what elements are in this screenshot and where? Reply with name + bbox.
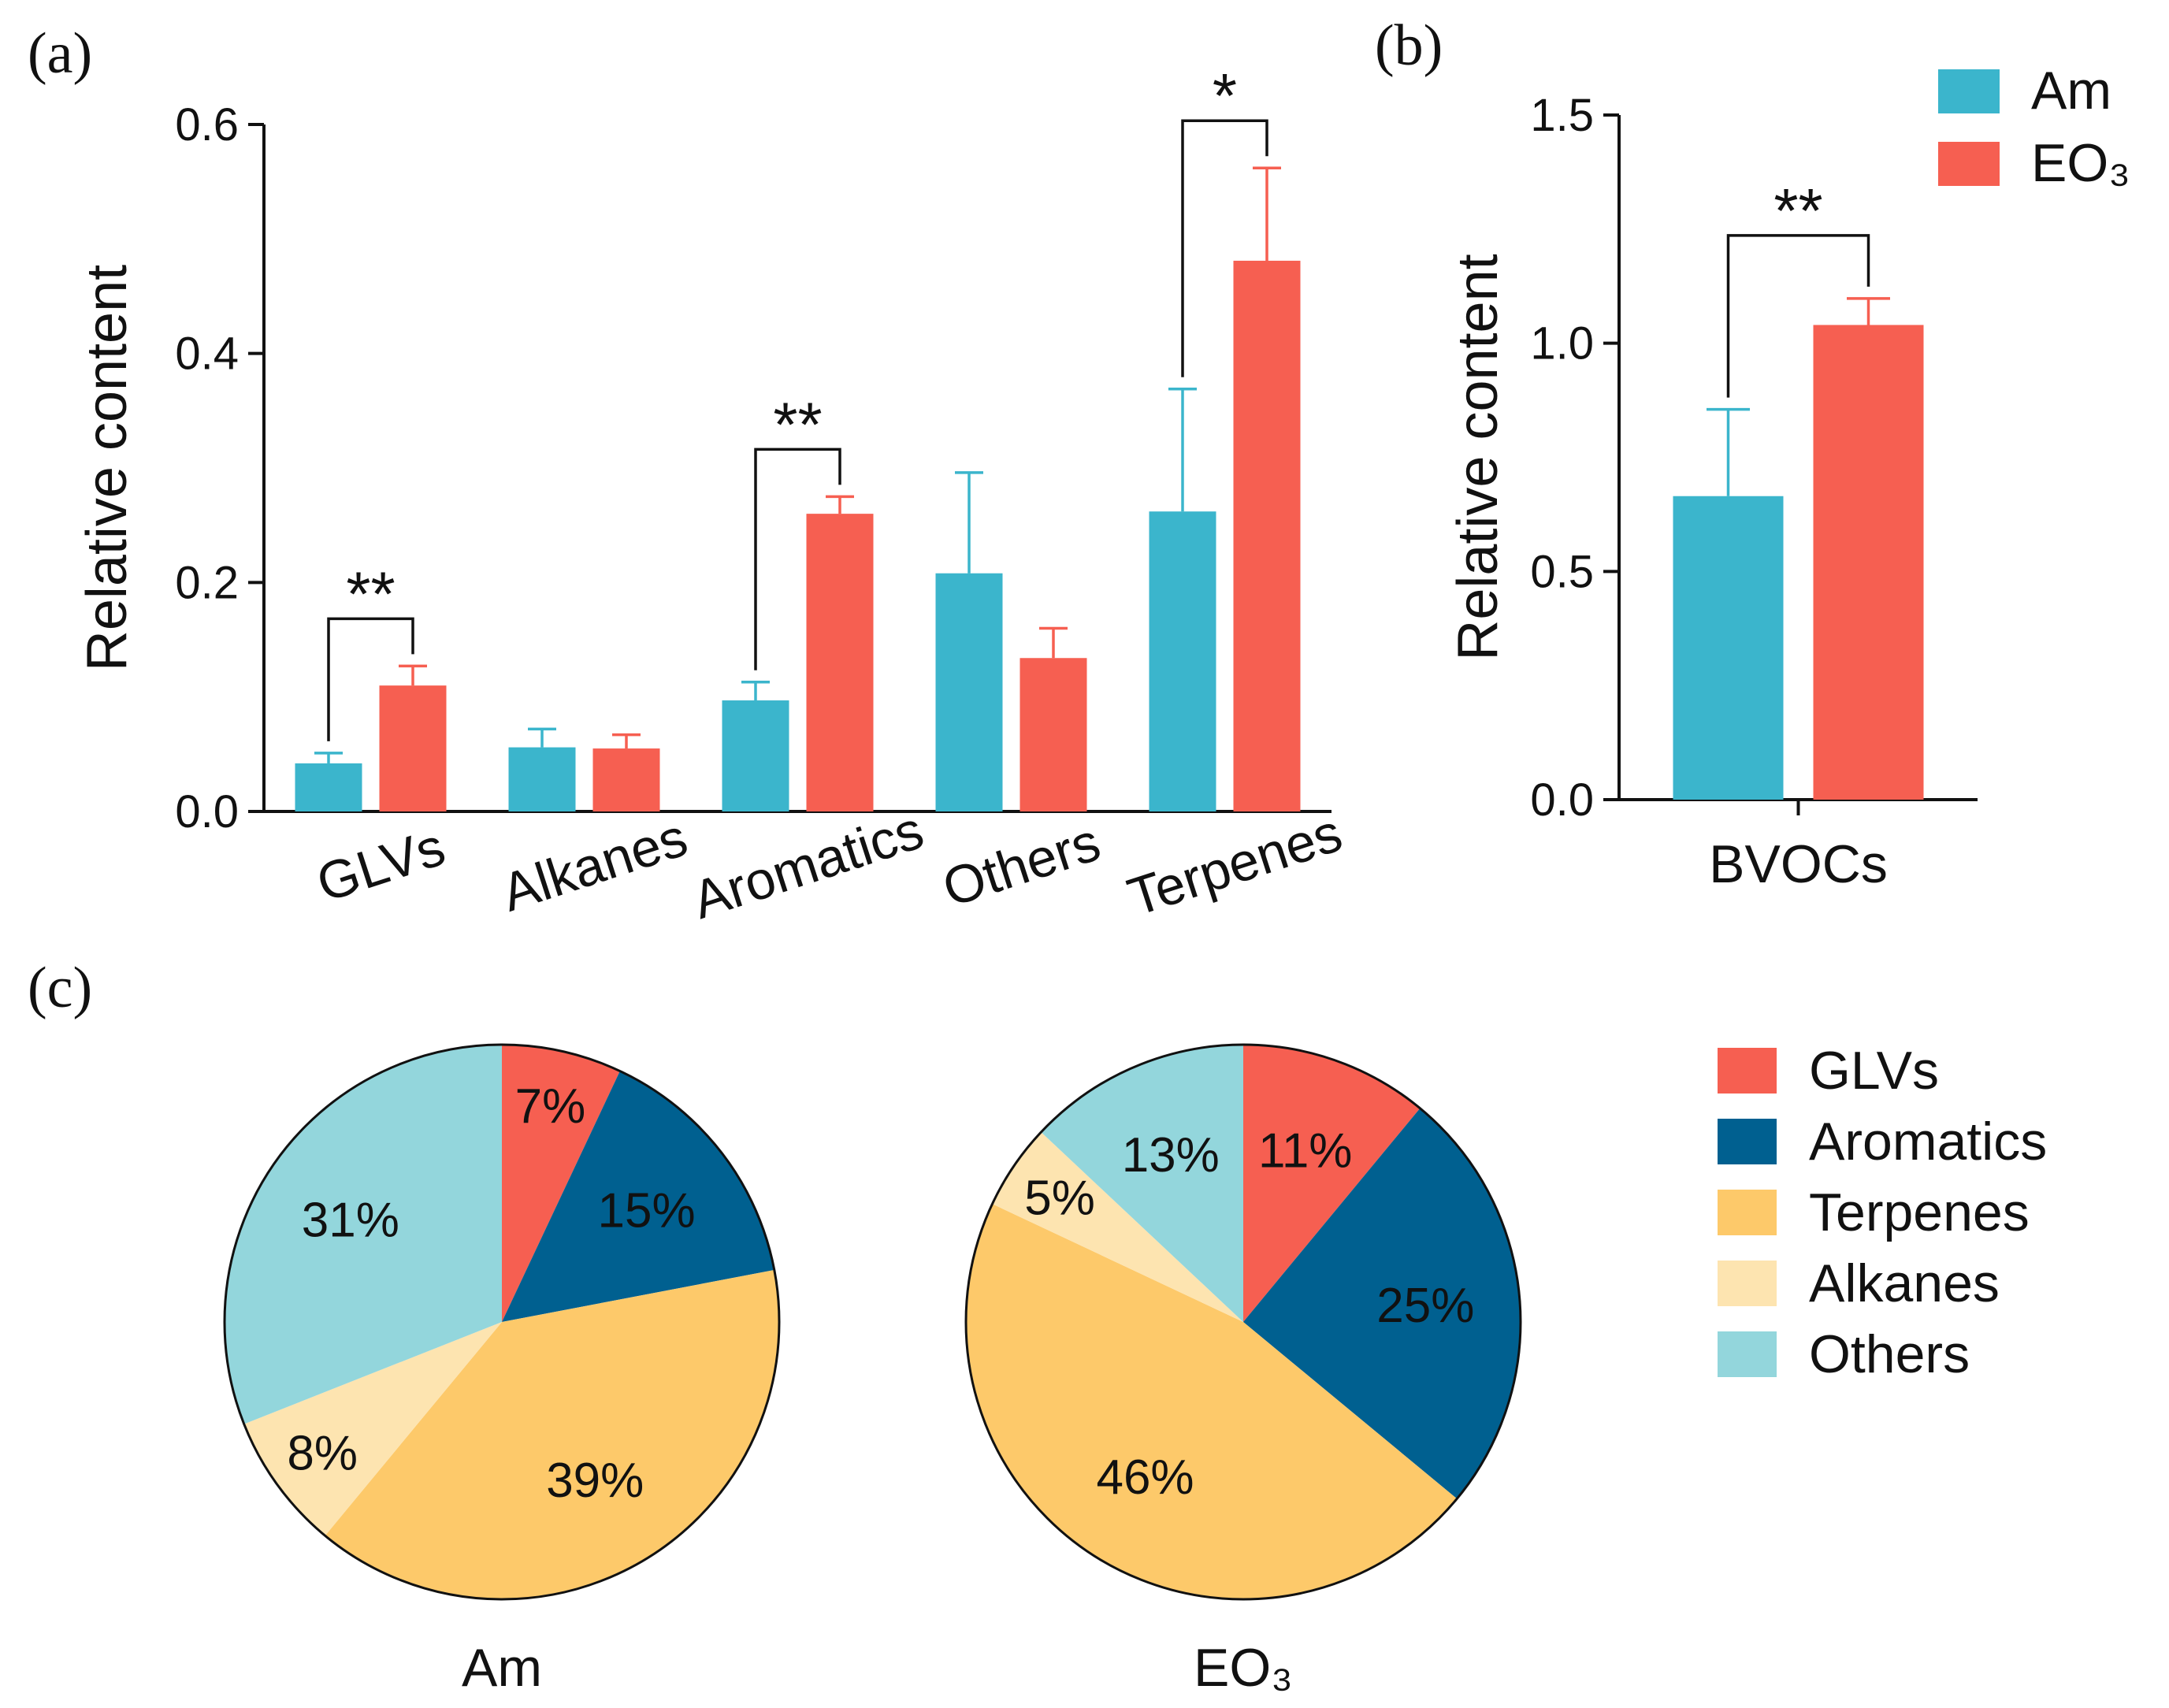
bar-alkanes-am xyxy=(508,747,576,811)
legend-label: EO₃ xyxy=(2031,133,2130,193)
y-axis-label: Relative content xyxy=(1447,254,1510,660)
x-tick-label: Aromatics xyxy=(685,800,930,930)
y-tick-label: 0.4 xyxy=(175,329,239,380)
legend-label: Terpenes xyxy=(1809,1183,2030,1242)
legend-label: GLVs xyxy=(1809,1041,1939,1101)
pie-slice-label: 13% xyxy=(1122,1128,1220,1183)
pie-slice-label: 39% xyxy=(546,1454,644,1508)
pie-slice-label: 31% xyxy=(302,1193,399,1247)
x-tick-label: BVOCs xyxy=(1709,834,1888,894)
pie-slice-label: 15% xyxy=(598,1184,696,1238)
legend-swatch xyxy=(1718,1190,1777,1235)
pie-slice-alkanes xyxy=(992,1132,1243,1322)
group-legend: Am EO₃ xyxy=(1938,61,2130,193)
pie-slice-terpenes xyxy=(965,1204,1458,1600)
y-tick-label: 0.0 xyxy=(175,786,239,837)
pie-slice-aromatics xyxy=(1243,1108,1521,1499)
bar-chart-a: (a) 0.0 0.2 0.4 0.6 Relative content ** GLVs Alk… xyxy=(28,21,1349,930)
legend-label: Am xyxy=(2031,61,2111,121)
pie-slice-label: 8% xyxy=(287,1427,358,1481)
bar-bvocs-eo3 xyxy=(1813,325,1924,800)
legend-swatch xyxy=(1718,1331,1777,1377)
panel-label-c: (c) xyxy=(28,956,92,1020)
panel-label-b: (b) xyxy=(1375,13,1443,78)
pie-slice-label: 5% xyxy=(1024,1171,1095,1226)
y-tick-label: 0.0 xyxy=(1530,774,1594,826)
significance-marker: ** xyxy=(1773,176,1822,246)
y-tick-label: 0.6 xyxy=(175,99,239,150)
bar-terpenes-am xyxy=(1149,511,1216,811)
significance-bracket xyxy=(754,447,841,670)
y-tick-label: 0.5 xyxy=(1530,546,1594,597)
pie-slice-aromatics xyxy=(502,1071,774,1322)
pie-slice-label: 25% xyxy=(1376,1279,1474,1333)
significance-bracket xyxy=(1726,234,1870,398)
category-legend: GLVs Aromatics Terpenes Alkanes Others xyxy=(1718,1041,2047,1384)
pie-title: Am xyxy=(462,1638,542,1698)
y-axis-label: Relative content xyxy=(76,265,139,671)
pie-slice-label: 7% xyxy=(515,1079,586,1134)
pie-slice-label: 11% xyxy=(1258,1123,1353,1178)
pie-slice-glvs xyxy=(502,1045,620,1322)
significance-marker: ** xyxy=(346,559,395,629)
x-tick-label: Others xyxy=(936,811,1108,918)
bar-others-eo3 xyxy=(1020,658,1087,811)
pie-slice-glvs xyxy=(1243,1045,1421,1322)
pie-slice-label: 46% xyxy=(1096,1450,1194,1505)
bar-aromatics-am xyxy=(722,700,789,811)
pie-title: EO₃ xyxy=(1194,1638,1293,1698)
y-tick-label: 0.2 xyxy=(175,557,239,608)
pie-outline xyxy=(964,1043,1522,1601)
significance-marker: ** xyxy=(773,389,822,459)
significance-marker: * xyxy=(1213,61,1237,131)
pie-panel-c: (c) 7%15% 39% 8% 31% Am 11% 25% 46% 5% 13% EO₃ GLVs A… xyxy=(28,956,2047,1698)
significance-bracket xyxy=(1181,119,1268,377)
bar-chart-b: (b) 0.0 0.5 1.0 1.5 Relative content ** BVOCs xyxy=(1375,13,1978,894)
panel-label-a: (a) xyxy=(28,21,92,86)
x-tick-label: Terpenes xyxy=(1121,803,1350,928)
pie-am: 7%15% 39% 8% 31% Am xyxy=(223,1043,781,1698)
pie-outline xyxy=(223,1043,781,1601)
legend-swatch xyxy=(1718,1119,1777,1164)
bar-aromatics-eo3 xyxy=(806,514,874,811)
significance-bracket xyxy=(327,617,414,741)
bar-terpenes-eo3 xyxy=(1233,260,1301,811)
bar-glvs-am xyxy=(295,763,362,811)
legend-swatch xyxy=(1718,1261,1777,1306)
pie-slice-alkanes xyxy=(243,1322,502,1536)
legend-swatch xyxy=(1718,1048,1777,1093)
legend-swatch xyxy=(1938,69,2000,113)
legend-swatch xyxy=(1938,142,2000,186)
x-tick-label: GLVs xyxy=(310,816,451,913)
x-tick-label: Alkanes xyxy=(495,808,695,923)
bar-alkanes-eo3 xyxy=(592,748,660,811)
legend-label: Aromatics xyxy=(1809,1112,2047,1171)
legend-label: Others xyxy=(1809,1324,1970,1384)
legend-label: Alkanes xyxy=(1809,1253,2000,1313)
pie-slice-others xyxy=(1041,1045,1243,1322)
y-tick-label: 1.0 xyxy=(1530,318,1594,369)
y-tick-label: 1.5 xyxy=(1530,90,1594,141)
pie-eo3: 11% 25% 46% 5% 13% EO₃ xyxy=(964,1043,1522,1698)
pie-slice-terpenes xyxy=(325,1270,779,1600)
bar-others-am xyxy=(935,573,1003,811)
bar-glvs-eo3 xyxy=(379,685,447,811)
bar-bvocs-am xyxy=(1673,496,1784,800)
